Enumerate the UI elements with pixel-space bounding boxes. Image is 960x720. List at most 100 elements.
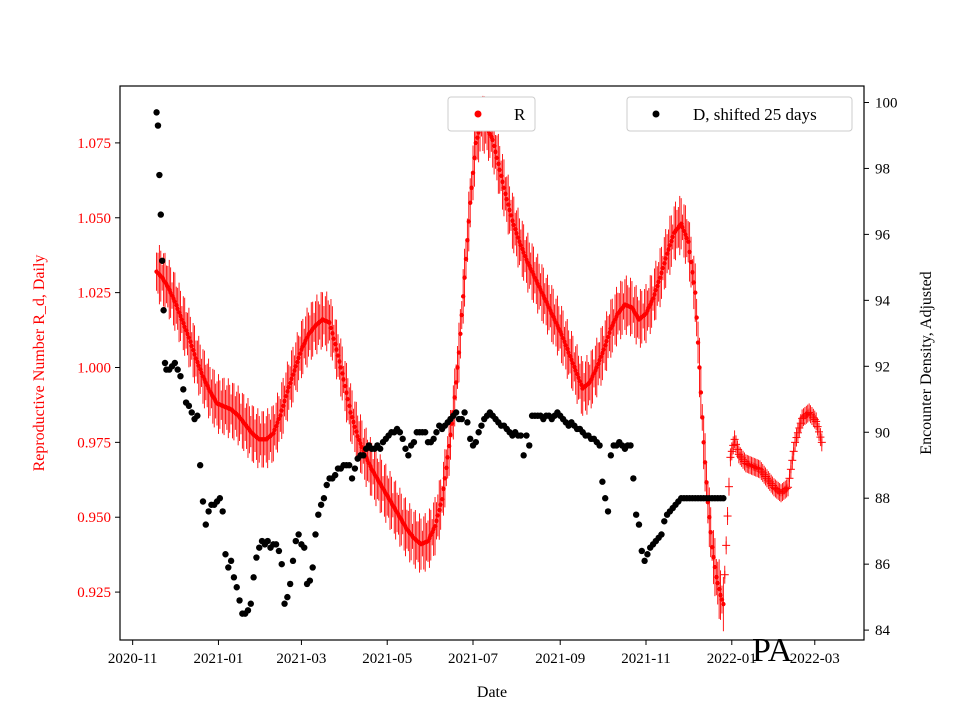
plot-frame: [119, 85, 865, 641]
d-point: [247, 600, 254, 607]
d-point: [644, 551, 651, 558]
r-point: [702, 460, 708, 465]
x-tick-label: 2021-05: [362, 651, 412, 667]
d-point: [256, 544, 263, 551]
d-point: [236, 597, 243, 604]
d-point: [153, 109, 160, 116]
d-point: [160, 307, 167, 314]
legend-r: R: [447, 96, 536, 132]
d-point: [399, 435, 406, 443]
y-right-tick-label: 96: [875, 227, 891, 243]
d-point: [467, 435, 474, 443]
y-right-tick-label: 84: [875, 623, 891, 639]
y-axis-right: 84 86 88 90 92 94 96 98 100: [864, 95, 898, 639]
d-point: [523, 432, 530, 439]
d-point: [188, 409, 195, 416]
y-right-tick-label: 90: [875, 425, 890, 441]
r-point: [698, 390, 704, 395]
y-left-tick-label: 0.950: [77, 510, 111, 526]
d-point: [180, 386, 187, 393]
d-point: [230, 574, 238, 581]
d-point: [219, 508, 226, 515]
d-point: [185, 402, 193, 410]
d-point: [632, 511, 640, 518]
d-point: [202, 521, 209, 528]
d-point: [317, 501, 325, 508]
d-point: [157, 211, 164, 218]
d-point: [627, 442, 634, 449]
d-point: [156, 171, 163, 179]
r-point: [458, 331, 463, 337]
d-point: [410, 438, 418, 446]
d-point: [289, 557, 297, 565]
d-point: [472, 438, 480, 446]
d-point: [227, 557, 235, 565]
d-point: [315, 511, 322, 518]
d-point: [194, 412, 201, 419]
legend-r-label: R: [514, 105, 526, 124]
d-point: [517, 432, 525, 439]
d-point: [286, 580, 294, 588]
d-point: [461, 409, 468, 416]
y-left-tick-label: 0.925: [77, 585, 111, 601]
d-point: [216, 495, 224, 502]
d-point: [320, 495, 328, 502]
x-tick-label: 2021-09: [535, 651, 585, 667]
y-left-tick-label: 1.050: [77, 211, 111, 227]
r-point: [694, 315, 699, 320]
d-point: [458, 415, 465, 423]
d-series: [153, 109, 727, 617]
d-point: [360, 452, 367, 459]
d-point: [222, 551, 229, 558]
y-left-tick-label: 1.075: [77, 136, 111, 152]
x-axis-label: Date: [477, 684, 507, 701]
d-point: [205, 508, 212, 515]
y-axis-left: 0.925 0.950 0.975 1.000 1.025 1.050 1.075: [77, 136, 120, 601]
d-point: [331, 471, 339, 479]
d-point: [312, 531, 319, 538]
d-point: [272, 541, 280, 548]
d-point: [452, 409, 460, 416]
d-point: [526, 442, 533, 449]
d-point: [281, 600, 288, 607]
d-point: [348, 475, 356, 482]
d-point: [596, 442, 603, 449]
y-right-tick-label: 98: [875, 161, 890, 177]
legend-r-marker: [474, 110, 482, 118]
d-point: [323, 481, 330, 489]
r-point: [693, 290, 698, 295]
d-point: [233, 584, 240, 591]
d-point: [602, 495, 609, 502]
r-point: [721, 601, 726, 607]
r-series: [154, 95, 826, 632]
d-point: [658, 531, 665, 538]
x-tick-label: 2022-03: [790, 651, 840, 667]
y-right-tick-label: 94: [875, 293, 891, 309]
d-point: [161, 359, 169, 367]
d-point: [630, 475, 637, 482]
d-point: [346, 462, 353, 469]
d-point: [196, 462, 204, 469]
d-point: [661, 518, 668, 525]
x-tick-label: 2021-03: [276, 651, 326, 667]
d-point: [253, 554, 260, 561]
legend-d-label: D, shifted 25 days: [693, 105, 817, 124]
y-left-tick-label: 1.000: [77, 360, 111, 376]
d-point: [351, 465, 359, 472]
d-point: [275, 547, 283, 555]
x-tick-label: 2021-11: [621, 651, 670, 667]
d-point: [225, 564, 232, 571]
state-annotation: PA: [752, 632, 793, 669]
d-point: [177, 372, 184, 380]
d-point: [475, 429, 482, 436]
d-point: [720, 495, 727, 502]
legend-d: D, shifted 25 days: [626, 96, 853, 132]
d-point: [607, 452, 615, 459]
d-point: [278, 560, 285, 568]
d-point: [402, 445, 409, 452]
y-right-tick-label: 100: [875, 95, 898, 111]
d-point: [158, 257, 166, 264]
d-point: [174, 366, 181, 373]
d-point: [430, 435, 437, 443]
